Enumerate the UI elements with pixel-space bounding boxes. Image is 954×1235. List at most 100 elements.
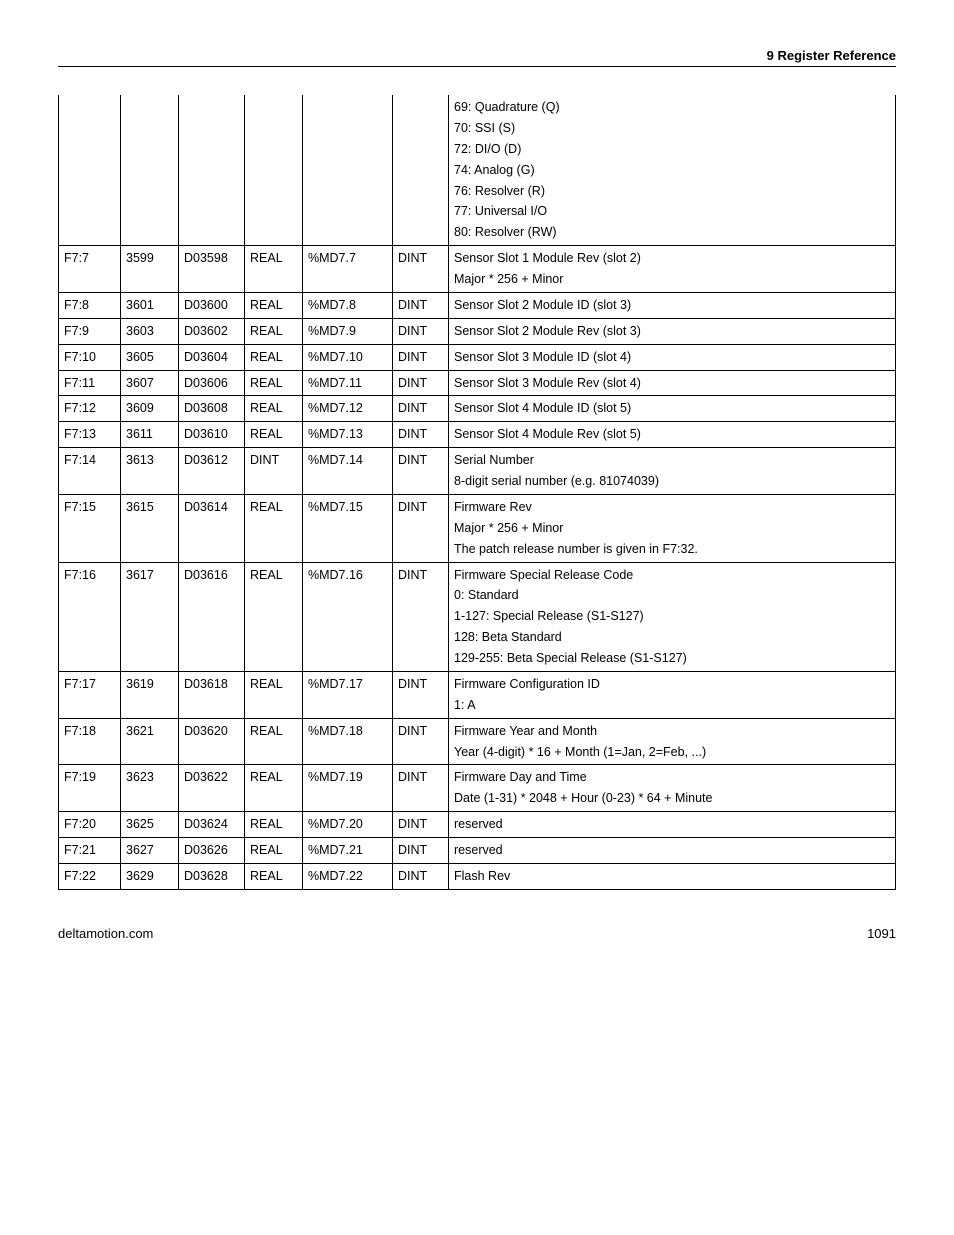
table-row: F7:83601D03600REAL%MD7.8DINTSensor Slot … — [59, 292, 896, 318]
table-cell: D03606 — [179, 370, 245, 396]
table-cell: %MD7.21 — [303, 838, 393, 864]
table-cell: D03626 — [179, 838, 245, 864]
table-cell: DINT — [393, 671, 449, 718]
table-cell: 3603 — [121, 318, 179, 344]
desc-line: Sensor Slot 1 Module Rev (slot 2) — [454, 250, 890, 267]
table-row: F7:73599D03598REAL%MD7.7DINTSensor Slot … — [59, 246, 896, 293]
table-cell: D03618 — [179, 671, 245, 718]
table-cell: 3607 — [121, 370, 179, 396]
table-cell: F7:8 — [59, 292, 121, 318]
table-cell: REAL — [245, 318, 303, 344]
table-cell: F7:10 — [59, 344, 121, 370]
table-cell: %MD7.13 — [303, 422, 393, 448]
table-cell-description: Firmware Year and MonthYear (4-digit) * … — [449, 718, 896, 765]
table-cell: DINT — [393, 292, 449, 318]
table-cell — [179, 95, 245, 246]
table-cell — [121, 95, 179, 246]
desc-line: Sensor Slot 2 Module Rev (slot 3) — [454, 323, 890, 340]
table-cell: D03624 — [179, 812, 245, 838]
table-cell: %MD7.9 — [303, 318, 393, 344]
table-cell: F7:14 — [59, 448, 121, 495]
table-cell: F7:22 — [59, 863, 121, 889]
table-row: F7:183621D03620REAL%MD7.18DINTFirmware Y… — [59, 718, 896, 765]
desc-line: Firmware Year and Month — [454, 723, 890, 740]
footer-left: deltamotion.com — [58, 926, 153, 941]
register-table: 69: Quadrature (Q) 70: SSI (S) 72: DI/O (D… — [58, 95, 896, 890]
table-cell: DINT — [393, 246, 449, 293]
table-row: F7:93603D03602REAL%MD7.9DINTSensor Slot … — [59, 318, 896, 344]
table-cell: %MD7.12 — [303, 396, 393, 422]
table-cell: REAL — [245, 396, 303, 422]
table-cell — [303, 95, 393, 246]
table-row: F7:193623D03622REAL%MD7.19DINTFirmware D… — [59, 765, 896, 812]
desc-line: 1: A — [454, 697, 890, 714]
table-row: F7:203625D03624REAL%MD7.20DINTreserved — [59, 812, 896, 838]
header-title: 9 Register Reference — [767, 48, 896, 63]
table-cell: DINT — [393, 318, 449, 344]
table-cell: D03614 — [179, 494, 245, 562]
table-cell: D03620 — [179, 718, 245, 765]
table-cell-description: 69: Quadrature (Q) 70: SSI (S) 72: DI/O (D… — [449, 95, 896, 246]
table-cell: 3613 — [121, 448, 179, 495]
table-cell: F7:15 — [59, 494, 121, 562]
desc-line: 8-digit serial number (e.g. 81074039) — [454, 473, 890, 490]
table-row: F7:133611D03610REAL%MD7.13DINTSensor Slo… — [59, 422, 896, 448]
table-cell: D03616 — [179, 562, 245, 671]
footer-right: 1091 — [867, 926, 896, 941]
table-cell-description: Firmware Configuration ID1: A — [449, 671, 896, 718]
table-cell: F7:12 — [59, 396, 121, 422]
desc-line: Serial Number — [454, 452, 890, 469]
table-cell: %MD7.18 — [303, 718, 393, 765]
table-cell: 3599 — [121, 246, 179, 293]
desc-line: 0: Standard — [454, 587, 890, 604]
table-row: F7:213627D03626REAL%MD7.21DINTreserved — [59, 838, 896, 864]
table-cell: REAL — [245, 671, 303, 718]
desc-line: 72: DI/O (D) — [454, 141, 890, 158]
table-cell-description: Sensor Slot 4 Module Rev (slot 5) — [449, 422, 896, 448]
table-cell: 3601 — [121, 292, 179, 318]
table-cell: %MD7.22 — [303, 863, 393, 889]
table-cell: %MD7.8 — [303, 292, 393, 318]
table-cell-description: Firmware Day and TimeDate (1-31) * 2048 … — [449, 765, 896, 812]
desc-line: Sensor Slot 4 Module Rev (slot 5) — [454, 426, 890, 443]
table-cell-description: Sensor Slot 4 Module ID (slot 5) — [449, 396, 896, 422]
desc-line: 69: Quadrature (Q) — [454, 99, 890, 116]
table-cell: REAL — [245, 765, 303, 812]
page-header: 9 Register Reference — [58, 48, 896, 67]
table-cell: D03622 — [179, 765, 245, 812]
table-cell: DINT — [393, 344, 449, 370]
table-cell: F7:7 — [59, 246, 121, 293]
table-cell: 3611 — [121, 422, 179, 448]
table-cell: %MD7.16 — [303, 562, 393, 671]
desc-line: 70: SSI (S) — [454, 120, 890, 137]
table-cell: D03602 — [179, 318, 245, 344]
table-cell: %MD7.11 — [303, 370, 393, 396]
table-cell: %MD7.7 — [303, 246, 393, 293]
desc-line: Sensor Slot 4 Module ID (slot 5) — [454, 400, 890, 417]
desc-line: Sensor Slot 3 Module ID (slot 4) — [454, 349, 890, 366]
table-cell-description: Sensor Slot 3 Module ID (slot 4) — [449, 344, 896, 370]
table-cell: REAL — [245, 718, 303, 765]
table-row: F7:223629D03628REAL%MD7.22DINTFlash Rev — [59, 863, 896, 889]
table-cell-description: Firmware Special Release Code 0: Standard… — [449, 562, 896, 671]
table-cell-description: reserved — [449, 838, 896, 864]
desc-line: Firmware Special Release Code — [454, 567, 890, 584]
table-cell: REAL — [245, 344, 303, 370]
table-row: F7:113607D03606REAL%MD7.11DINTSensor Slo… — [59, 370, 896, 396]
table-cell: D03604 — [179, 344, 245, 370]
table-cell: 3625 — [121, 812, 179, 838]
table-row: F7:143613D03612DINT%MD7.14DINTSerial Num… — [59, 448, 896, 495]
table-cell: F7:11 — [59, 370, 121, 396]
table-row: F7:153615D03614REAL%MD7.15DINTFirmware R… — [59, 494, 896, 562]
table-cell: D03600 — [179, 292, 245, 318]
desc-line: 80: Resolver (RW) — [454, 224, 890, 241]
table-cell: %MD7.15 — [303, 494, 393, 562]
table-cell: 3619 — [121, 671, 179, 718]
desc-line: 77: Universal I/O — [454, 203, 890, 220]
table-cell: F7:20 — [59, 812, 121, 838]
desc-line: Firmware Rev — [454, 499, 890, 516]
desc-line: reserved — [454, 816, 890, 833]
table-cell: D03598 — [179, 246, 245, 293]
table-cell: REAL — [245, 863, 303, 889]
table-cell-description: Firmware RevMajor * 256 + MinorThe patch… — [449, 494, 896, 562]
